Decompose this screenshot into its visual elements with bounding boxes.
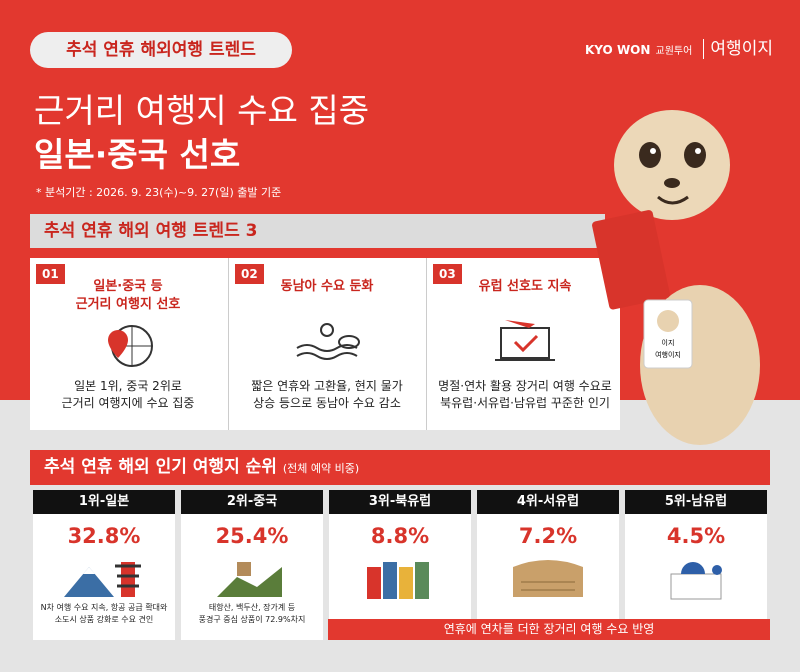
trend-title-line: 유럽 선호도 지속	[478, 279, 572, 294]
section-title: 추석 연휴 해외 여행 트렌드 3	[30, 214, 605, 248]
trend-number: 01	[36, 264, 65, 284]
rank-value: 4.5%	[666, 524, 726, 548]
rank-label: 5위-남유럽	[625, 490, 767, 514]
trend-number: 03	[433, 264, 462, 284]
trend-desc-line: 근거리 여행지에 수요 집중	[61, 396, 195, 410]
trend-title-line: 동남아 수요 둔화	[280, 279, 374, 294]
rank-note-line: 소도시 상품 강화로 수요 견인	[54, 615, 154, 624]
trend-desc-line: 짧은 연휴와 고환율, 현지 물가	[251, 379, 403, 393]
trend-card: 01 일본·중국 등 근거리 여행지 선호 일본 1위, 중국 2위로 근거리 여행지에…	[30, 258, 226, 430]
icon	[33, 552, 175, 606]
trend-cards: 01 일본·중국 등 근거리 여행지 선호 일본 1위, 중국 2위로 근거리 여행지에…	[30, 258, 620, 430]
rank-label: 3위-북유럽	[329, 490, 471, 514]
rank-label: 1위-일본	[33, 490, 175, 514]
logo-name: 여행이지	[703, 39, 773, 59]
trend-desc-line: 일본 1위, 중국 2위로	[74, 379, 182, 393]
rank-note-line: N차 여행 수요 지속, 항공 공급 확대와	[40, 603, 168, 612]
mascot-book	[592, 210, 670, 310]
logo: KYO WON 교원투어 여행이지	[585, 34, 773, 59]
icon	[329, 552, 471, 606]
mascot-head	[614, 110, 730, 220]
trend-title: 유럽 선호도 지속	[427, 278, 623, 296]
rank-value: 25.4%	[215, 524, 289, 548]
icon	[229, 258, 425, 374]
mascot-badge	[643, 299, 693, 369]
trend-desc-line: 북유럽·서유럽·남유럽 꾸준한 인기	[440, 396, 610, 410]
trend-title-line: 근거리 여행지 선호	[75, 297, 181, 312]
rank-note-line: 태항산, 백두산, 장가계 등	[208, 603, 296, 612]
rank-value: 7.2%	[518, 524, 578, 548]
period-note: * 분석기간 : 2026. 9. 23(수)~9. 27(일) 출발 기준	[36, 186, 282, 199]
trend-desc-line: 명절·연차 활용 장거리 여행 수요로	[438, 379, 612, 393]
logo-brand: KYO WON	[585, 43, 651, 57]
mascot-badge-name: 이지	[662, 338, 675, 347]
trend-title: 동남아 수요 둔화	[229, 278, 425, 296]
trend-number: 02	[235, 264, 264, 284]
icon	[625, 552, 767, 606]
rank-card: 3위-북유럽 8.8%	[329, 490, 471, 640]
header-badge: 추석 연휴 해외여행 트렌드	[30, 32, 292, 68]
title-line: 근거리 여행지 수요 집중	[34, 91, 370, 130]
rank-label: 4위-서유럽	[477, 490, 619, 514]
rank-card: 5위-남유럽 4.5%	[625, 490, 767, 640]
icon	[30, 258, 226, 380]
ranking-subtitle: (전체 예약 비중)	[282, 462, 360, 475]
rank-label: 2위-중국	[181, 490, 323, 514]
rank-note-line: 풍경구 중심 상품이 72.9%차지	[198, 615, 306, 624]
rank-card: 4위-서유럽 7.2%	[477, 490, 619, 640]
mascot: 이지 여행이지	[592, 110, 760, 445]
rank-value: 32.8%	[67, 524, 141, 548]
shared-note: 연휴에 연차를 더한 장거리 여행 수요 반영	[328, 619, 770, 640]
icon	[181, 552, 323, 606]
mascot-badge-brand: 여행이지	[655, 350, 681, 359]
rank-value: 8.8%	[370, 524, 430, 548]
icon	[427, 258, 623, 374]
logo-sub: 교원투어	[655, 46, 693, 57]
title-line: 일본·중국 선호	[34, 135, 241, 174]
trend-title-line: 일본·중국 등	[93, 279, 163, 294]
section-title: 추석 연휴 해외 인기 여행지 순위 (전체 예약 비중)	[30, 450, 770, 485]
icon	[477, 552, 619, 606]
trend-desc-line: 상승 등으로 동남아 수요 감소	[253, 396, 401, 410]
ranking-title: 추석 연휴 해외 인기 여행지 순위	[44, 457, 277, 477]
